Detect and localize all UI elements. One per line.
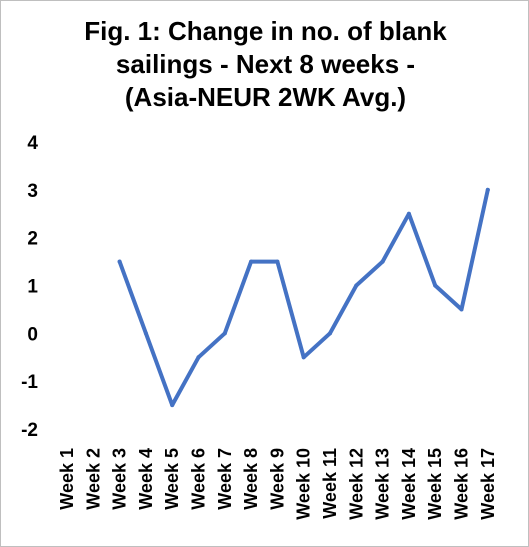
y-tick-label: 4 — [27, 133, 38, 154]
x-tick-label: Week 13 — [373, 448, 393, 520]
x-tick-label: Week 7 — [215, 448, 235, 510]
x-tick-label: Week 12 — [346, 448, 366, 520]
x-tick-label: Week 14 — [399, 448, 419, 520]
x-tick-label: Week 6 — [189, 448, 209, 510]
x-tick-label: Week 9 — [267, 448, 287, 510]
data-point — [249, 259, 254, 264]
data-point — [485, 187, 490, 192]
data-point — [170, 403, 175, 408]
x-tick-label: Week 5 — [162, 448, 182, 510]
data-point — [196, 355, 201, 360]
data-point — [117, 259, 122, 264]
x-tick-label: Week 2 — [83, 448, 103, 510]
y-tick-label: 1 — [27, 277, 38, 298]
data-point — [275, 259, 280, 264]
chart-title-line-1: Fig. 1: Change in no. of blank — [84, 16, 447, 46]
series-line — [117, 187, 490, 408]
data-point — [433, 283, 438, 288]
x-axis-ticks: Week 1 Week 2 Week 3 Week 4 Week 5 Week 6 Week… — [57, 448, 498, 520]
data-point — [406, 211, 411, 216]
x-tick-label: Week 11 — [320, 448, 340, 519]
x-tick-label: Week 1 — [57, 448, 77, 510]
x-tick-label: Week 10 — [294, 448, 314, 520]
x-tick-label: Week 3 — [110, 448, 130, 510]
data-point — [380, 259, 385, 264]
y-tick-label: -2 — [21, 420, 38, 441]
x-tick-label: Week 4 — [136, 448, 156, 510]
x-tick-label: Week 15 — [425, 448, 445, 520]
data-point — [459, 307, 464, 312]
y-axis-ticks: 4 3 2 1 0 -1 -2 — [21, 133, 38, 441]
data-point — [301, 355, 306, 360]
data-point — [354, 283, 359, 288]
x-tick-label: Week 16 — [452, 448, 472, 520]
data-point — [222, 331, 227, 336]
chart-title-line-3: (Asia-NEUR 2WK Avg.) — [124, 82, 407, 112]
y-tick-label: 2 — [27, 229, 38, 250]
y-tick-label: 3 — [27, 181, 38, 202]
data-point — [143, 331, 148, 336]
chart-title-line-2: sailings - Next 8 weeks - — [115, 49, 416, 79]
x-tick-label: Week 8 — [241, 448, 261, 510]
data-point — [328, 331, 332, 336]
series-group — [117, 187, 490, 408]
x-tick-label: Week 17 — [478, 448, 498, 520]
y-tick-label: -1 — [21, 372, 38, 393]
chart-title: Fig. 1: Change in no. of blank sailings … — [1, 15, 529, 114]
y-tick-label: 0 — [27, 324, 38, 345]
